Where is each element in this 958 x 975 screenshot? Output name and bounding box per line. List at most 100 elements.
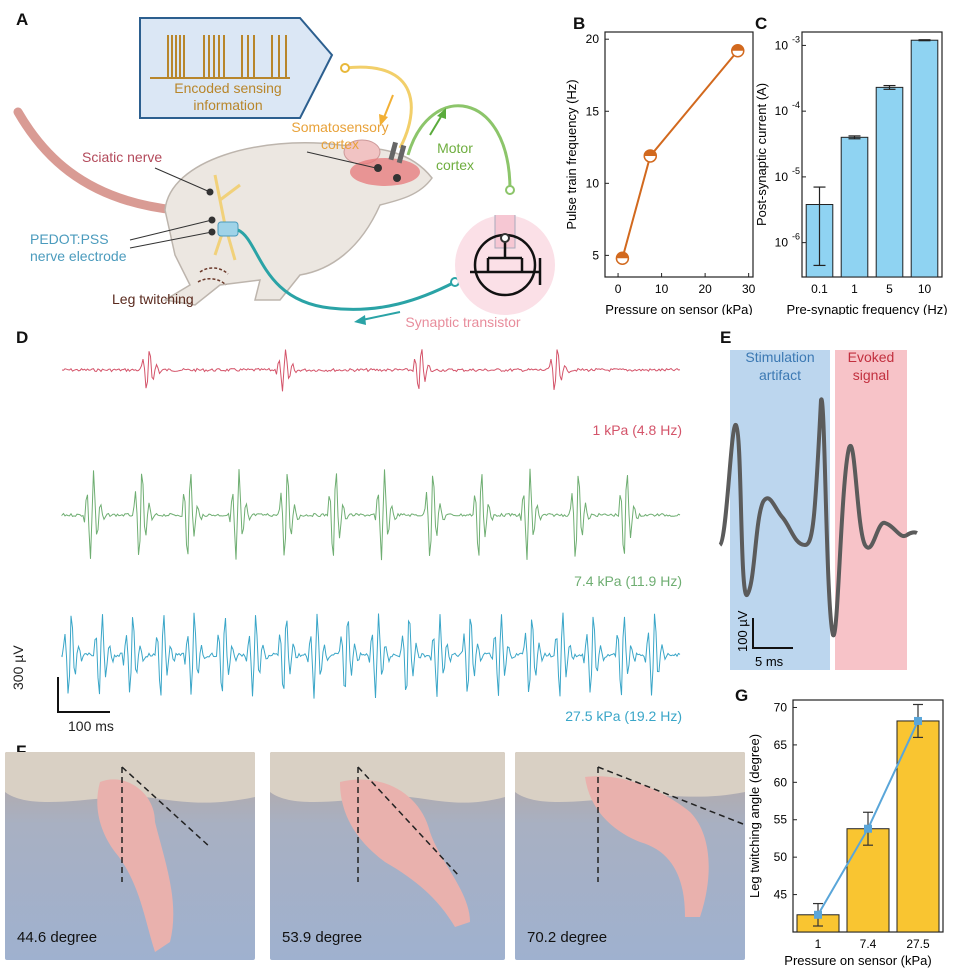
- input-wire: [344, 65, 413, 149]
- y-tick-exponent: -6: [792, 232, 800, 242]
- y-tick-label: 15: [586, 104, 600, 118]
- panel-label-g: G: [735, 686, 749, 705]
- bar: [896, 720, 940, 933]
- probe-point-icon: [374, 164, 382, 172]
- output-wire: [406, 104, 512, 191]
- panel-d-labels: 1 kPa (4.8 Hz) 7.4 kPa (11.9 Hz) 27.5 kP…: [40, 335, 700, 735]
- arrow-head-icon: [437, 108, 446, 119]
- panel-label-a: A: [16, 10, 29, 29]
- x-axis-label: Pressure on sensor (kPa): [605, 302, 752, 315]
- output-node-icon: [505, 185, 515, 195]
- panel-e-signal: Stimulation artifact Evoked signal 100 µ…: [718, 349, 918, 670]
- photo-illustration-3: [515, 752, 745, 960]
- panel-a-illustration: Encoded sensing information Somatosensor…: [13, 17, 555, 330]
- rat-brain: [350, 158, 420, 186]
- pointer-lines: [129, 151, 377, 249]
- bar: [875, 86, 904, 278]
- scale-bar-time: 100 ms: [68, 718, 114, 734]
- y-tick-label: 10: [775, 38, 789, 52]
- scale-bar-voltage: 300 µV: [10, 645, 26, 690]
- panel-label-b: B: [573, 14, 586, 33]
- photo-caption-2: 53.9 degree: [282, 929, 363, 946]
- photo-leg-2: 53.9 degree: [270, 752, 505, 960]
- data-point: [814, 910, 822, 919]
- arrow-head-icon: [379, 114, 388, 126]
- scale-e-voltage: 100 µV: [735, 610, 750, 652]
- photo-leg-3: 70.2 degree: [515, 752, 745, 960]
- trace-label-1: 1 kPa (4.8 Hz): [592, 422, 682, 438]
- x-tick-label: 5: [886, 282, 893, 296]
- x-tick-label: 27.5: [906, 937, 930, 951]
- motor-label-2: cortex: [436, 157, 474, 173]
- data-point: [914, 716, 922, 725]
- y-axis-label: Leg twitching angle (degree): [747, 734, 762, 898]
- x-tick-label: 10: [655, 282, 669, 296]
- data-point-half: [616, 252, 629, 259]
- sciatic-label: Sciatic nerve: [82, 149, 162, 165]
- photo-leg-1: 44.6 degree: [5, 752, 255, 960]
- emg-trace-1: [61, 349, 681, 392]
- encoded-label-2: information: [193, 97, 262, 113]
- y-tick-label: 50: [774, 850, 788, 864]
- panel-label-e: E: [720, 328, 732, 347]
- encoded-info-box: [139, 17, 334, 119]
- bar: [846, 828, 890, 933]
- x-tick-label: 1: [851, 282, 858, 296]
- encoded-label-1: Encoded sensing: [174, 80, 281, 96]
- chart-b: 0 10 20 30 5 10 15 20 Pressure on sensor (kPa) Pu…: [564, 31, 756, 315]
- stim-label-1: Stimulation: [745, 349, 814, 365]
- panel-label-d: D: [16, 328, 29, 347]
- x-tick-label: 1: [815, 937, 822, 951]
- photo-caption-3: 70.2 degree: [527, 929, 608, 946]
- y-tick-label: 10: [775, 104, 789, 118]
- arrow-down-icon: [382, 94, 394, 121]
- y-tick-label: 65: [774, 738, 788, 752]
- motor-label-1: Motor: [437, 140, 473, 156]
- x-tick-label: 20: [698, 282, 712, 296]
- x-axis-label: Pre-synaptic frequency (Hz): [786, 302, 947, 315]
- return-wire: [237, 228, 456, 311]
- evoked-label-2: signal: [853, 367, 890, 383]
- chart-g: 45 50 55 60 65 70 1 7.4 27.5 Pressure on sensor (…: [747, 699, 944, 968]
- y-tick-label: 45: [774, 888, 788, 902]
- emg-trace-3: [61, 612, 681, 699]
- rat-tail: [13, 107, 180, 215]
- x-tick-label: 0.1: [811, 282, 828, 296]
- arrow-left-icon: [361, 311, 401, 321]
- somatosensory-label-1: Somatosensory: [291, 119, 388, 135]
- leg-twitching-label: Leg twitching: [112, 291, 194, 307]
- scale-e-time: 5 ms: [755, 654, 784, 669]
- pedot-label-2: nerve electrode: [30, 248, 127, 264]
- x-tick-label: 7.4: [860, 937, 877, 951]
- panel-label-f: F: [16, 742, 27, 761]
- y-tick-label: 70: [774, 700, 788, 714]
- bar: [910, 39, 939, 278]
- emg-trace-2: [61, 468, 681, 561]
- probe-point-icon: [393, 174, 401, 182]
- y-tick-exponent: -3: [792, 34, 800, 44]
- arrow-up-icon: [429, 114, 443, 136]
- y-tick-label: 10: [775, 236, 789, 250]
- y-tick-label: 5: [592, 248, 599, 262]
- y-tick-label: 55: [774, 813, 788, 827]
- y-tick-label: 10: [586, 176, 600, 190]
- data-point: [864, 824, 872, 833]
- x-tick-label: 10: [918, 282, 932, 296]
- nerve-electrode-icon: [217, 221, 239, 237]
- synaptic-transistor-bg: [455, 215, 555, 315]
- evoked-signal-region: [835, 350, 907, 670]
- gate-node-icon: [500, 233, 510, 243]
- data-point-half: [644, 149, 657, 156]
- panel-label-c: C: [755, 14, 768, 33]
- scale-bar-d: [57, 677, 110, 713]
- pedot-label-1: PEDOT:PSS: [30, 231, 109, 247]
- evoked-label-1: Evoked: [848, 349, 895, 365]
- scale-bar-e: [752, 618, 793, 649]
- y-tick-label: 10: [775, 170, 789, 184]
- twitch-arrow-icon: [197, 277, 227, 286]
- y-tick-label: 60: [774, 775, 788, 789]
- somatosensory-label-2: cortex: [321, 136, 359, 152]
- evoked-waveform: [718, 397, 918, 638]
- y-axis-label: Pulse train frequency (Hz): [564, 79, 579, 229]
